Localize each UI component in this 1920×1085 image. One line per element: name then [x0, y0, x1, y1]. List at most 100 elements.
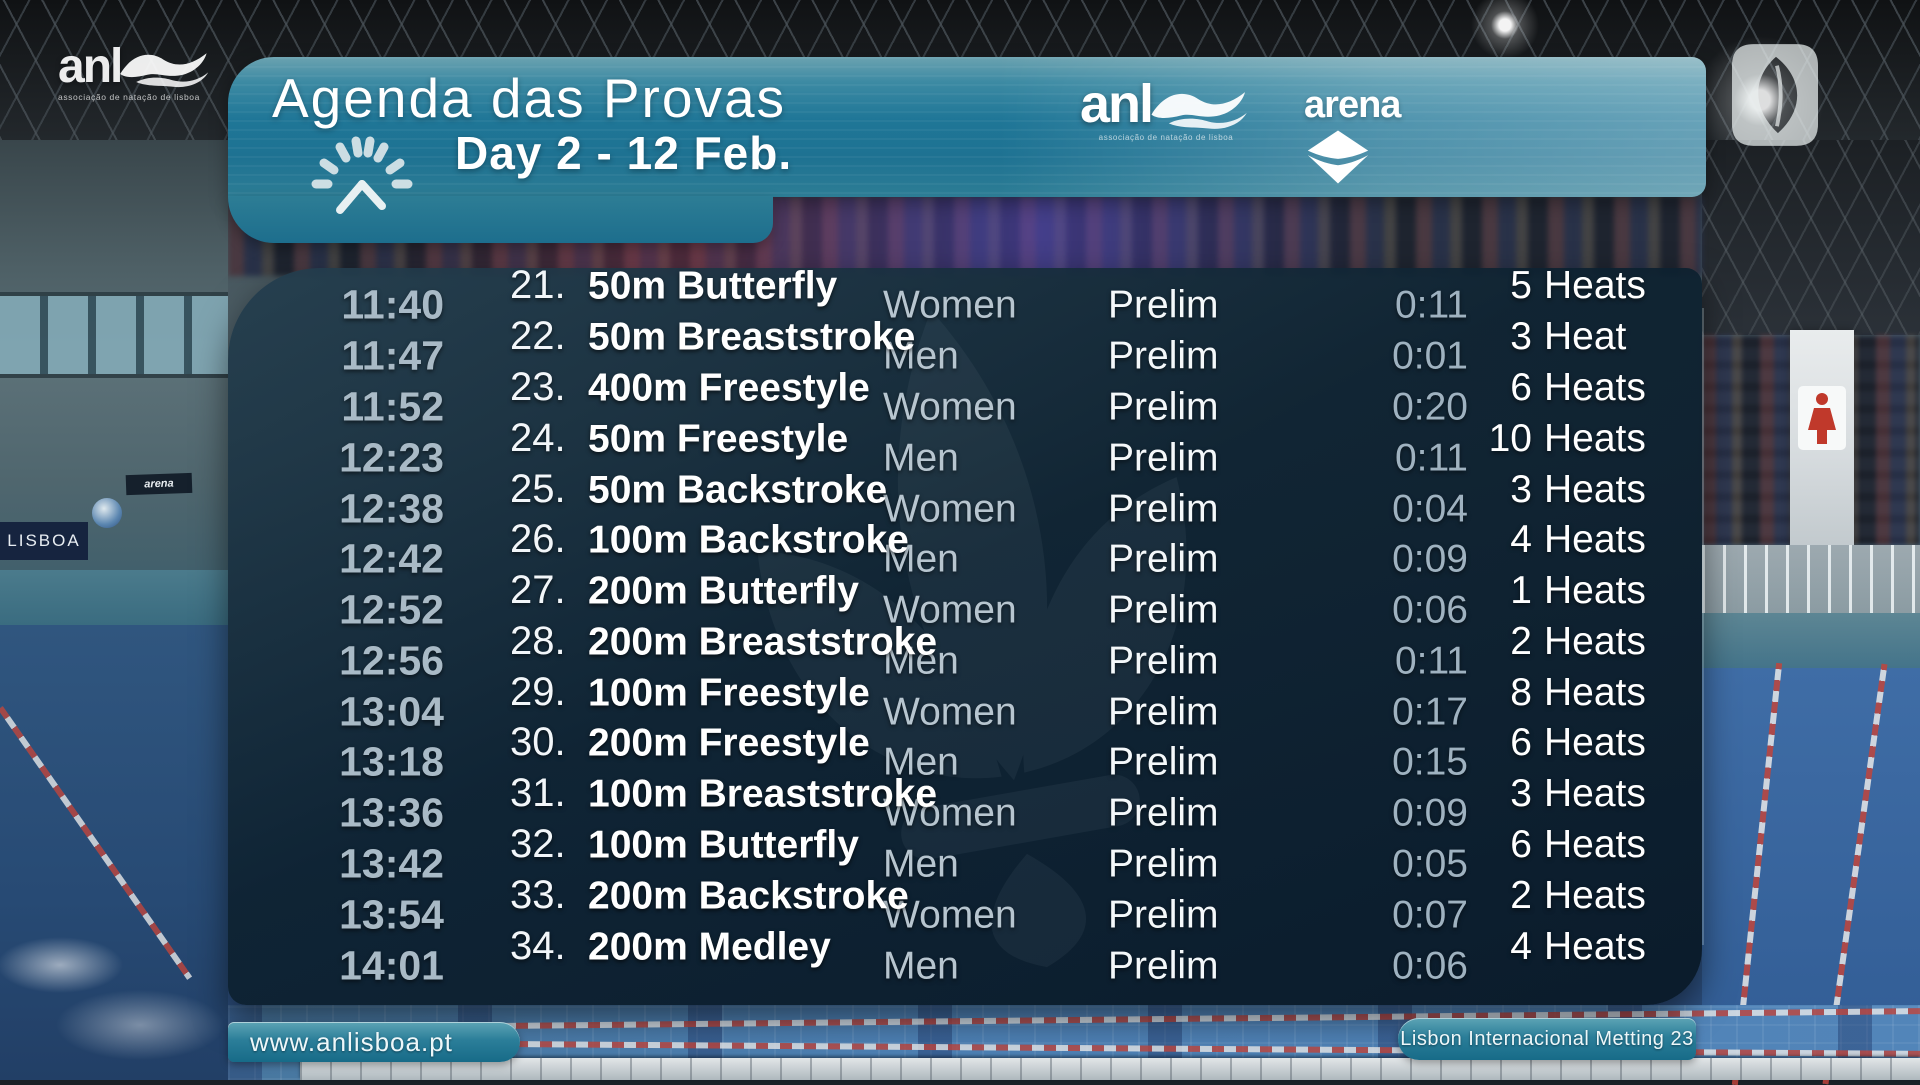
wave-icon: [120, 53, 209, 88]
event-duration: 0:11: [1394, 283, 1468, 327]
wc-pictogram-icon: [1798, 386, 1846, 450]
event-title: 100m Butterfly: [588, 823, 859, 867]
heats-label: Heats: [1544, 670, 1646, 714]
event-time: 12:38: [339, 485, 444, 532]
event-gender: Women: [883, 588, 1017, 632]
sponsor-logo-dot: [92, 498, 122, 528]
heats-count: 2: [1510, 619, 1532, 663]
event-phase: Prelim: [1108, 334, 1219, 378]
event-phase: Prelim: [1108, 740, 1219, 784]
anl-logo-subtext: associação de natação de lisboa: [58, 92, 200, 102]
event-number: 25.: [510, 466, 566, 511]
event-heats: 4 Heats: [1480, 520, 1646, 579]
event-time: 13:18: [339, 738, 444, 785]
event-title: 200m Breaststroke: [588, 620, 938, 664]
event-time: 14:01: [339, 942, 444, 989]
heats-label: Heats: [1544, 264, 1646, 308]
event-time: 13:42: [339, 840, 444, 887]
schedule-row: 11:47 Men 22. 50m Breaststroke Prelim 0:0…: [228, 316, 1702, 382]
event-title: 50m Butterfly: [588, 264, 838, 308]
event-name: 29. 100m Freestyle: [510, 672, 870, 732]
event-phase: Prelim: [1108, 385, 1219, 429]
event-duration: 0:09: [1392, 791, 1468, 835]
heats-label: Heats: [1544, 467, 1646, 511]
event-heats: 2 Heats: [1480, 622, 1646, 680]
event-number: 21.: [510, 263, 566, 308]
event-name: 23. 400m Freestyle: [510, 367, 870, 427]
event-heats: 3 Heat: [1480, 317, 1626, 376]
schedule-rows: 11:40 Women 21. 50m Butterfly Prelim 0:11…: [228, 265, 1702, 991]
heats-count: 6: [1510, 365, 1532, 409]
header-logos: anl associação de natação de lisboa aren…: [1080, 77, 1401, 191]
heats-count: 2: [1510, 873, 1532, 917]
event-phase: Prelim: [1108, 588, 1219, 632]
event-name-badge: Lisbon Internacional Metting 23: [1398, 1018, 1696, 1060]
heats-label: Heats: [1544, 924, 1646, 968]
event-gender: Men: [883, 436, 959, 480]
event-heats: 6 Heats: [1480, 825, 1646, 883]
event-time: 12:52: [339, 586, 444, 633]
photo-pool-left: [0, 625, 228, 1080]
event-name: 31. 100m Breaststroke: [510, 773, 937, 833]
event-title: 200m Freestyle: [588, 721, 870, 765]
heats-label: Heats: [1544, 822, 1646, 866]
event-number: 34.: [510, 923, 566, 968]
heats-label: Heat: [1544, 315, 1627, 359]
event-gender: Men: [883, 740, 959, 784]
event-name: 25. 50m Backstroke: [510, 469, 887, 529]
event-number: 27.: [510, 568, 566, 613]
heats-label: Heats: [1544, 365, 1646, 409]
event-name: 24. 50m Freestyle: [510, 418, 848, 478]
schedule-row: 11:52 Women 23. 400m Freestyle Prelim 0:2…: [228, 367, 1702, 433]
event-duration: 0:07: [1392, 893, 1468, 937]
photo-pool-deck-left: [0, 570, 228, 627]
heats-count: 4: [1510, 518, 1532, 562]
event-phase: Prelim: [1108, 436, 1219, 480]
heats-count: 6: [1510, 721, 1532, 765]
arena-logo: arena: [1304, 86, 1401, 191]
heats-count: 3: [1510, 772, 1532, 816]
event-phase: Prelim: [1108, 283, 1219, 327]
leaf-logo: [1732, 44, 1818, 151]
event-gender: Men: [883, 842, 959, 886]
heats-count: 10: [1488, 416, 1532, 460]
heats-label: Heats: [1544, 772, 1646, 816]
event-title: 50m Freestyle: [588, 417, 849, 461]
event-number: 26.: [510, 517, 566, 562]
event-time: 13:36: [339, 789, 444, 836]
event-heats: 3 Heats: [1480, 470, 1646, 528]
photo-windows: [0, 292, 228, 378]
heats-count: 4: [1510, 924, 1532, 968]
event-heats: 4 Heats: [1480, 927, 1646, 985]
event-gender: Men: [883, 639, 959, 683]
schedule-row: 13:36 Women 31. 100m Breaststroke Prelim …: [228, 773, 1702, 839]
photo-pool-deck-right: [1702, 613, 1920, 668]
event-title: 100m Breaststroke: [588, 772, 938, 816]
event-number: 31.: [510, 771, 566, 816]
event-phase: Prelim: [1108, 487, 1219, 531]
event-number: 24.: [510, 415, 566, 460]
arena-diamond-icon: [1307, 130, 1369, 184]
event-heats: 6 Heats: [1480, 723, 1646, 782]
event-heats: 10 Heats: [1480, 419, 1646, 477]
event-phase: Prelim: [1108, 639, 1219, 683]
wave-icon: [1151, 91, 1247, 129]
photo-barrier-fence: [1702, 545, 1920, 613]
event-heats: 5 Heats: [1480, 266, 1646, 325]
event-name: 32. 100m Butterfly: [510, 824, 859, 884]
event-time: 12:56: [339, 637, 444, 684]
event-heats: 8 Heats: [1480, 673, 1646, 731]
event-title: 200m Butterfly: [588, 569, 859, 613]
schedule-row: 13:54 Women 33. 200m Backstroke Prelim 0:…: [228, 875, 1702, 940]
event-duration: 0:17: [1392, 690, 1468, 734]
event-title: 100m Freestyle: [588, 671, 870, 715]
event-time: 11:47: [341, 332, 444, 379]
event-number: 33.: [510, 872, 566, 917]
event-gender: Men: [883, 944, 959, 988]
event-gender: Men: [883, 537, 959, 581]
schedule-row: 13:18 Men 30. 200m Freestyle Prelim 0:15 …: [228, 722, 1702, 788]
schedule-row: 12:38 Women 25. 50m Backstroke Prelim 0:0…: [228, 469, 1702, 534]
event-number: 28.: [510, 618, 566, 663]
event-name: 34. 200m Medley: [510, 926, 831, 986]
event-phase: Prelim: [1108, 791, 1219, 835]
